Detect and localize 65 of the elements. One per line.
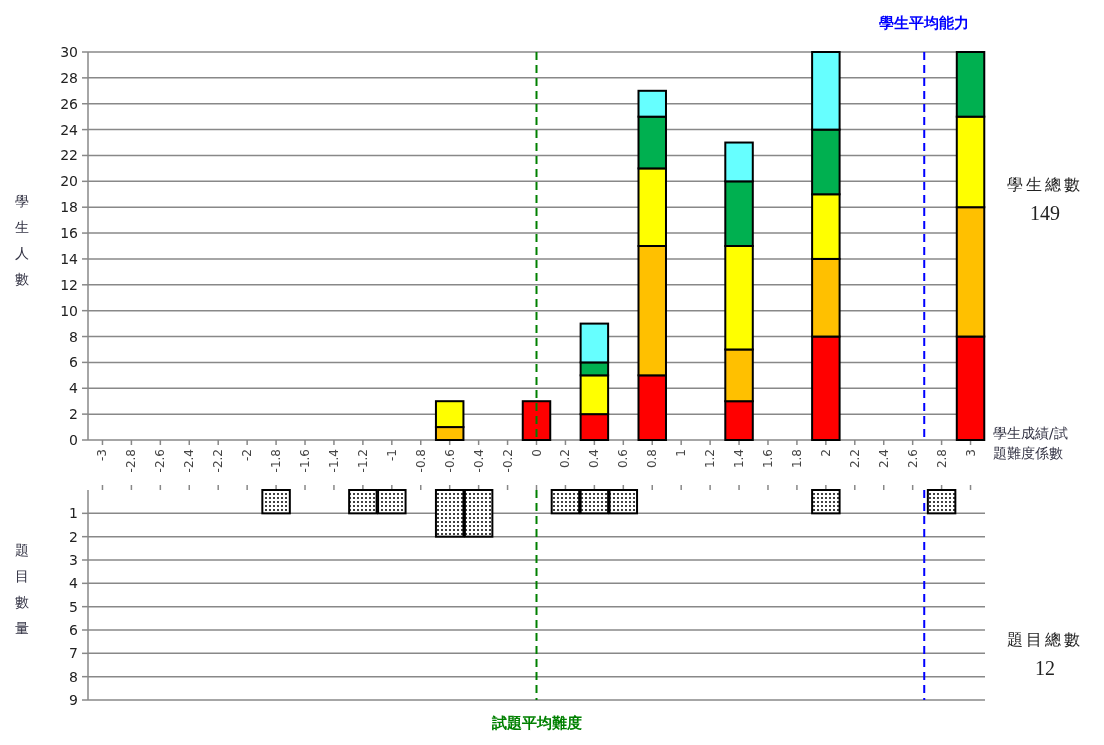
x-tick-label: -3 [95, 449, 110, 461]
x-tick-label: 0 [529, 449, 544, 457]
x-tick-label: -0.8 [413, 449, 428, 473]
x-tick-label: 2.2 [847, 449, 862, 469]
text: 題目總數 [1007, 630, 1083, 649]
ref-line-label: 學生平均能力 [879, 14, 970, 32]
y-tick-label: 4 [69, 380, 79, 397]
bar [521, 400, 552, 441]
y-tick-label: 14 [60, 250, 79, 267]
x-tick-label: -2.2 [211, 449, 226, 473]
y-tick-label: 4 [69, 575, 79, 592]
y-tick-label: 8 [69, 328, 78, 345]
y-tick-label: 28 [60, 69, 78, 86]
x-tick-label: 2.4 [876, 449, 891, 469]
y-tick-label: 10 [60, 302, 78, 319]
x-tick-label: 0.2 [558, 449, 573, 469]
y-tick-label: 6 [69, 354, 79, 371]
text: 12 [1035, 657, 1055, 679]
x-tick-label: -1.6 [298, 449, 313, 473]
y-axis-title: 題目數量 [15, 542, 29, 636]
text: 學生總數 [1007, 175, 1083, 194]
x-tick-label: 1.6 [760, 449, 775, 469]
x-tick-label: -2.8 [124, 449, 139, 473]
x-axis-title: 學生成績/試題難度係數 [993, 425, 1068, 461]
y-tick-label: 16 [60, 225, 79, 242]
y-tick-label: 26 [60, 95, 79, 112]
y-tick-label: 20 [60, 173, 78, 190]
y-tick-label: 24 [60, 121, 79, 138]
y-tick-label: 3 [69, 552, 78, 568]
y-tick-label: 2 [69, 528, 78, 545]
x-tick-label: 0.6 [616, 449, 631, 469]
ref-line-label: 試題平均難度 [490, 714, 582, 732]
x-tick-label: 1.4 [732, 449, 747, 469]
x-tick-label: 1.2 [703, 449, 718, 469]
x-tick-label: -0.4 [471, 449, 486, 473]
x-tick-label: -0.2 [500, 449, 515, 473]
y-tick-label: 1 [69, 505, 78, 522]
x-tick-label: 0.8 [645, 449, 660, 469]
x-tick-label: 0.4 [587, 449, 602, 469]
x-tick-label: 1 [674, 449, 689, 457]
y-tick-label: 22 [60, 147, 78, 164]
y-tick-label: 2 [69, 406, 78, 423]
x-tick-label: 2 [818, 449, 833, 457]
x-tick-label: 2.8 [934, 449, 949, 469]
x-tick-label: 3 [963, 449, 978, 457]
y-tick-label: 5 [69, 598, 78, 615]
y-tick-label: 8 [69, 668, 78, 685]
y-tick-label: 30 [60, 44, 78, 60]
y-tick-label: 18 [60, 199, 78, 216]
x-tick-label: -2.4 [182, 449, 197, 473]
x-tick-label: -2 [240, 449, 255, 461]
text: 149 [1030, 202, 1060, 224]
x-tick-label: 1.8 [789, 449, 804, 469]
x-tick-label: -1.2 [355, 449, 370, 473]
x-tick-label: -0.6 [442, 449, 457, 473]
x-tick-label: -1.8 [269, 449, 284, 473]
x-tick-label: 2.6 [905, 449, 920, 469]
y-tick-label: 9 [69, 692, 78, 708]
y-tick-label: 7 [69, 645, 78, 662]
x-tick-label: -2.6 [153, 449, 168, 473]
y-axis-title: 學生人數 [15, 193, 29, 287]
y-tick-label: 6 [69, 622, 79, 638]
x-tick-label: -1.4 [326, 449, 341, 473]
y-tick-label: 12 [60, 276, 78, 293]
x-tick-label: -1 [384, 449, 399, 461]
